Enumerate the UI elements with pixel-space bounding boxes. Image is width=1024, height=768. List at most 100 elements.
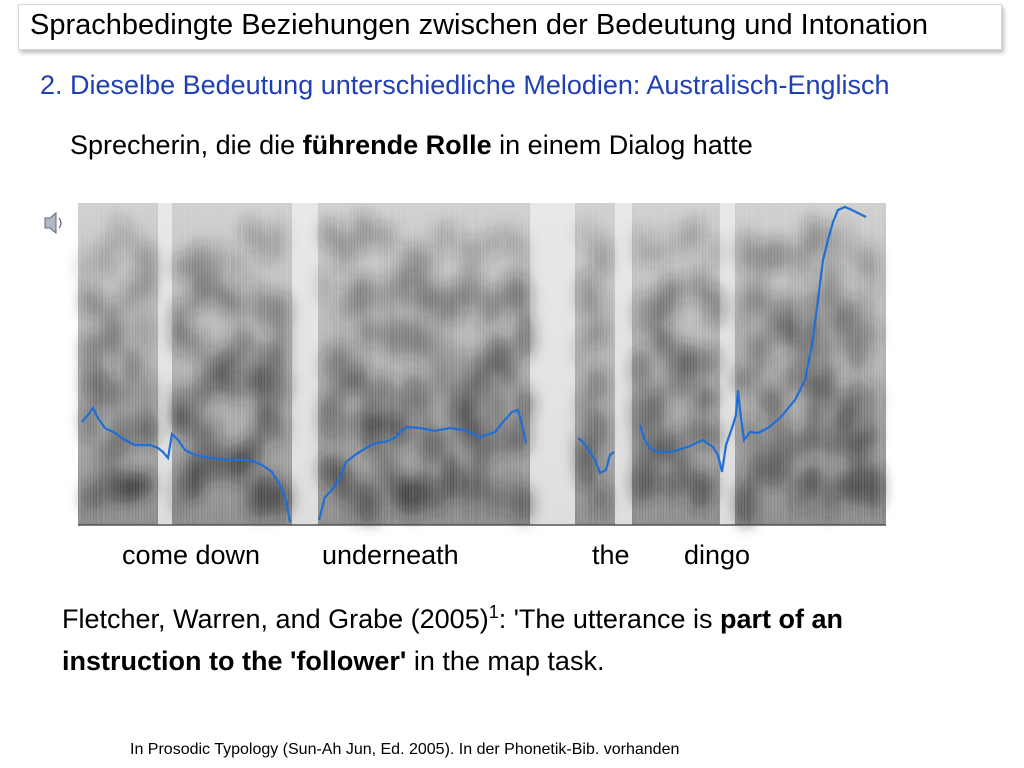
spectrogram-texture — [137, 242, 158, 289]
speaker-icon[interactable] — [44, 211, 62, 235]
word-label: underneath — [322, 540, 459, 570]
spectrogram-texture — [502, 362, 523, 394]
spectrogram-texture — [429, 325, 450, 362]
spectrogram-texture — [374, 277, 395, 317]
spectrogram-texture — [158, 203, 172, 525]
spectrogram-texture — [315, 267, 336, 304]
pitch-segment — [638, 205, 867, 473]
spectrogram-texture — [774, 455, 795, 489]
bold-text: führende Rolle — [302, 130, 492, 160]
citation: Fletcher, Warren, and Grabe (2005)1: 'Th… — [62, 598, 982, 682]
title-box — [18, 4, 1002, 50]
spectrogram-texture — [631, 347, 652, 391]
superscript: 1 — [488, 602, 499, 622]
spectrogram-texture — [228, 453, 249, 486]
spectrogram-texture — [427, 427, 448, 464]
spectrogram-texture — [136, 373, 157, 416]
spectrogram-texture — [513, 485, 534, 523]
spectrogram-texture — [241, 328, 262, 357]
spectrogram-texture — [444, 281, 465, 325]
spectrogram-texture — [270, 325, 291, 371]
spectrogram-texture — [76, 249, 97, 284]
spectrogram-texture — [816, 365, 837, 403]
spectrogram-texture — [863, 463, 884, 511]
spectrogram-texture — [858, 421, 879, 451]
bold-text: part of an instruction to the 'follower' — [62, 604, 843, 676]
spectrogram-texture — [333, 406, 354, 453]
spectrogram-texture — [514, 388, 535, 420]
spectrogram-texture — [184, 453, 205, 502]
spectrogram-texture — [790, 322, 811, 367]
spectrogram-texture — [590, 483, 611, 516]
spectrogram-texture — [329, 338, 350, 371]
spectrogram-texture — [775, 237, 796, 273]
spectrogram-texture — [268, 217, 289, 262]
spectrogram-texture — [659, 224, 680, 261]
spectrogram-texture — [373, 372, 394, 405]
spectrogram-texture — [228, 251, 249, 284]
word-label: the — [592, 540, 630, 570]
spectrogram-texture — [80, 284, 101, 319]
spectrogram-texture — [805, 404, 826, 450]
spectrogram-texture — [732, 364, 753, 394]
spectrogram-texture — [272, 364, 293, 407]
pitch-contour — [81, 205, 867, 523]
spectrogram-texture — [658, 430, 679, 463]
spectrogram-texture — [106, 323, 127, 359]
spectrogram-texture — [122, 349, 143, 381]
spectrogram-texture — [272, 291, 293, 333]
spectrogram-texture — [701, 343, 722, 379]
spectrogram-texture — [700, 471, 721, 502]
spectrogram-texture — [371, 408, 392, 437]
spectrogram-texture — [485, 286, 506, 325]
spectrogram-texture — [586, 318, 607, 349]
spectrogram-texture — [292, 203, 318, 525]
spectrogram-texture — [417, 388, 438, 423]
spectrogram-texture — [776, 422, 797, 467]
spectrogram-texture — [357, 316, 378, 347]
spectrogram-texture — [657, 327, 678, 368]
spectrogram-texture — [441, 454, 462, 500]
spectrogram-texture — [720, 203, 735, 525]
spectrogram-texture — [441, 219, 462, 257]
spectrogram-texture — [690, 266, 711, 306]
spectrogram-texture — [470, 366, 491, 404]
spectrogram-texture — [777, 360, 798, 400]
spectrogram-texture — [514, 312, 535, 360]
spectrogram-texture — [632, 292, 653, 338]
spectrogram-texture — [575, 218, 596, 250]
spectrogram-texture — [132, 309, 153, 351]
spectrogram-texture — [94, 440, 115, 470]
spectrogram-texture — [830, 471, 851, 501]
spectrogram-texture — [860, 260, 881, 303]
slide-title: Sprachbedingte Beziehungen zwischen der … — [30, 9, 929, 41]
spectrogram-texture — [358, 212, 379, 250]
spectrogram-texture — [511, 233, 532, 277]
spectrogram-texture — [376, 445, 397, 489]
spectrogram-texture — [427, 358, 448, 396]
spectrogram-texture — [485, 384, 506, 433]
spectrogram-texture — [511, 412, 532, 455]
spectrogram-texture — [320, 217, 341, 252]
spectrogram-texture — [459, 265, 480, 310]
spectrogram-texture — [76, 210, 884, 527]
spectrogram-texture — [736, 230, 757, 275]
spectrogram-texture — [347, 365, 368, 397]
spectrogram-texture — [646, 386, 667, 433]
spectrogram-texture — [512, 274, 533, 318]
spectrogram-texture — [257, 470, 278, 519]
spectrogram-texture — [171, 406, 192, 437]
spectrogram-texture — [686, 215, 707, 247]
spectrogram-texture — [118, 375, 139, 407]
spectrogram-image — [76, 203, 886, 527]
pitch-segment — [81, 405, 292, 523]
spectrogram-texture — [803, 464, 824, 496]
spectrogram-texture — [95, 237, 116, 278]
spectrogram-texture — [199, 361, 220, 403]
spectrogram-texture — [615, 203, 632, 525]
spectrogram-texture — [817, 488, 838, 519]
text: : 'The utterance is — [498, 604, 720, 634]
spectrogram-texture — [443, 343, 464, 386]
text: in einem Dialog hatte — [491, 130, 753, 160]
